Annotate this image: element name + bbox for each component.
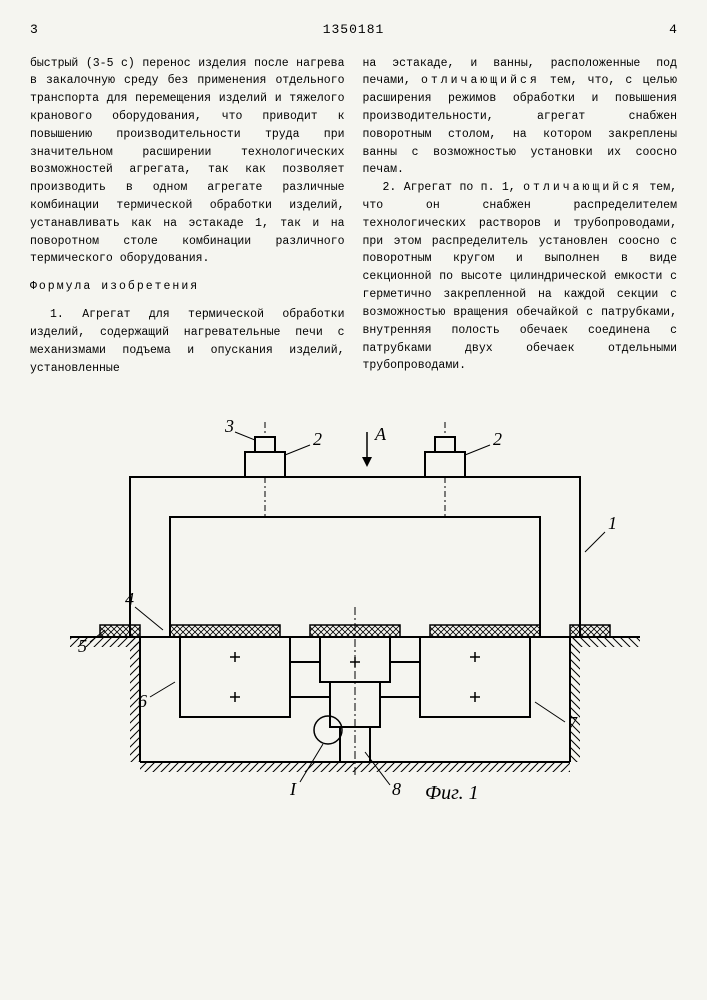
- label-2b: 2: [493, 429, 502, 449]
- page-num-right: 4: [669, 20, 677, 40]
- figure-caption: Фиг. 1: [425, 782, 479, 804]
- label-8: 8: [392, 779, 401, 799]
- label-I: I: [289, 779, 297, 799]
- page-num-left: 3: [30, 20, 38, 40]
- label-1: 1: [608, 513, 617, 533]
- left-para1: быстрый (3-5 с) перенос изделия после на…: [30, 55, 345, 269]
- label-5: 5: [78, 636, 87, 656]
- label-3: 3: [224, 416, 234, 436]
- claim-1: 1. Агрегат для термической обработки изд…: [30, 306, 345, 377]
- label-6: 6: [138, 691, 147, 711]
- right-para1: на эстакаде, и ванны, расположенные под …: [363, 55, 678, 180]
- text-columns: быстрый (3-5 с) перенос изделия после на…: [30, 55, 677, 378]
- right-column: на эстакаде, и ванны, расположенные под …: [363, 55, 678, 378]
- label-A: А: [374, 424, 387, 444]
- label-4: 4: [125, 589, 134, 609]
- left-column: быстрый (3-5 с) перенос изделия после на…: [30, 55, 345, 378]
- patent-number: 1350181: [323, 20, 385, 40]
- label-7: 7: [568, 713, 578, 733]
- claim-2: 2. Агрегат по п. 1, отличающийся тем, чт…: [363, 179, 678, 375]
- page-header: 3 1350181 4: [30, 20, 677, 40]
- label-2a: 2: [313, 429, 322, 449]
- formula-header: Формула изобретения: [30, 278, 345, 296]
- figure-svg: 1 2 2 3 4 5 6 7 8 I А Фиг. 1: [30, 407, 677, 807]
- figure-1: 1 2 2 3 4 5 6 7 8 I А Фиг. 1: [30, 407, 677, 807]
